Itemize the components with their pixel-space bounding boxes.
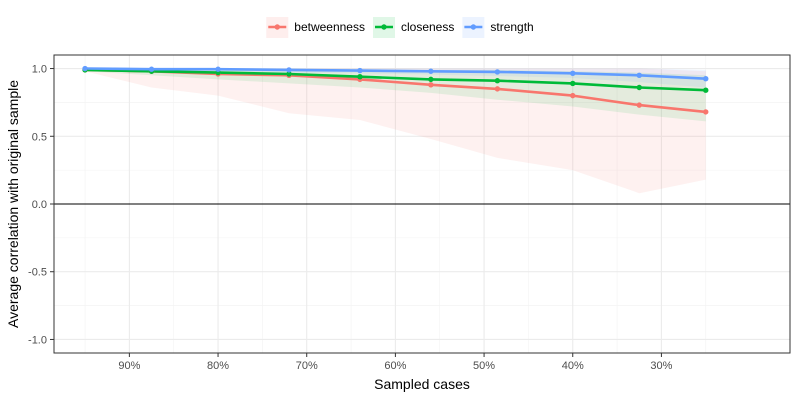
legend-item-strength: strength bbox=[462, 17, 534, 38]
point-closeness bbox=[494, 78, 501, 84]
legend-label: strength bbox=[490, 20, 533, 34]
x-tick-label: 40% bbox=[562, 360, 584, 372]
point-strength bbox=[570, 70, 576, 76]
legend-key-point bbox=[470, 24, 477, 30]
point-closeness bbox=[570, 80, 576, 87]
point-strength bbox=[82, 65, 88, 72]
point-closeness bbox=[636, 84, 642, 91]
point-betweenness bbox=[570, 92, 576, 99]
x-axis-title: Sampled cases bbox=[374, 376, 470, 392]
point-closeness bbox=[703, 87, 709, 93]
legend-item-closeness: closeness bbox=[372, 17, 454, 38]
point-betweenness bbox=[636, 102, 642, 108]
legend-label: closeness bbox=[401, 20, 454, 34]
legend-key-point bbox=[274, 24, 280, 30]
point-strength bbox=[636, 72, 642, 79]
x-tick-label: 70% bbox=[296, 360, 318, 372]
legend-key-point bbox=[381, 24, 387, 30]
point-betweenness bbox=[494, 86, 501, 92]
y-tick-label: 1.0 bbox=[32, 64, 47, 76]
x-tick-label: 60% bbox=[384, 360, 406, 372]
point-strength bbox=[148, 66, 155, 72]
x-tick-label: 80% bbox=[207, 360, 229, 372]
point-strength bbox=[286, 67, 292, 73]
series-points bbox=[82, 65, 709, 115]
legend-item-betweenness: betweenness bbox=[266, 17, 365, 38]
y-axis: 1.0 0.5 0.0 -0.5 -1.0 bbox=[28, 64, 54, 346]
point-strength bbox=[428, 68, 434, 74]
x-axis: 90% 80% 70% 60% 50% 40% 30% bbox=[118, 353, 673, 372]
y-tick-label: 0.0 bbox=[32, 199, 47, 211]
point-closeness bbox=[286, 71, 292, 77]
point-strength bbox=[703, 76, 709, 82]
y-tick-label: -0.5 bbox=[28, 267, 47, 279]
y-tick-label: -1.0 bbox=[28, 334, 47, 346]
ribbon-betweenness bbox=[85, 68, 706, 194]
legend-label: betweenness bbox=[294, 20, 365, 34]
x-tick-label: 30% bbox=[650, 360, 672, 372]
point-strength bbox=[215, 66, 221, 72]
point-betweenness bbox=[428, 82, 434, 88]
point-closeness bbox=[357, 73, 363, 80]
x-tick-label: 90% bbox=[118, 360, 140, 372]
y-axis-title: Average correlation with original sample bbox=[5, 80, 21, 328]
line-strength bbox=[84, 67, 706, 80]
legend: betweenness closeness strength bbox=[266, 17, 534, 38]
point-closeness bbox=[428, 76, 434, 83]
x-tick-label: 50% bbox=[473, 360, 495, 372]
point-strength bbox=[494, 69, 501, 75]
point-betweenness bbox=[703, 109, 709, 115]
line-closeness bbox=[84, 68, 706, 92]
point-strength bbox=[357, 67, 363, 74]
series-lines bbox=[84, 67, 706, 114]
y-tick-label: 0.5 bbox=[32, 131, 47, 143]
